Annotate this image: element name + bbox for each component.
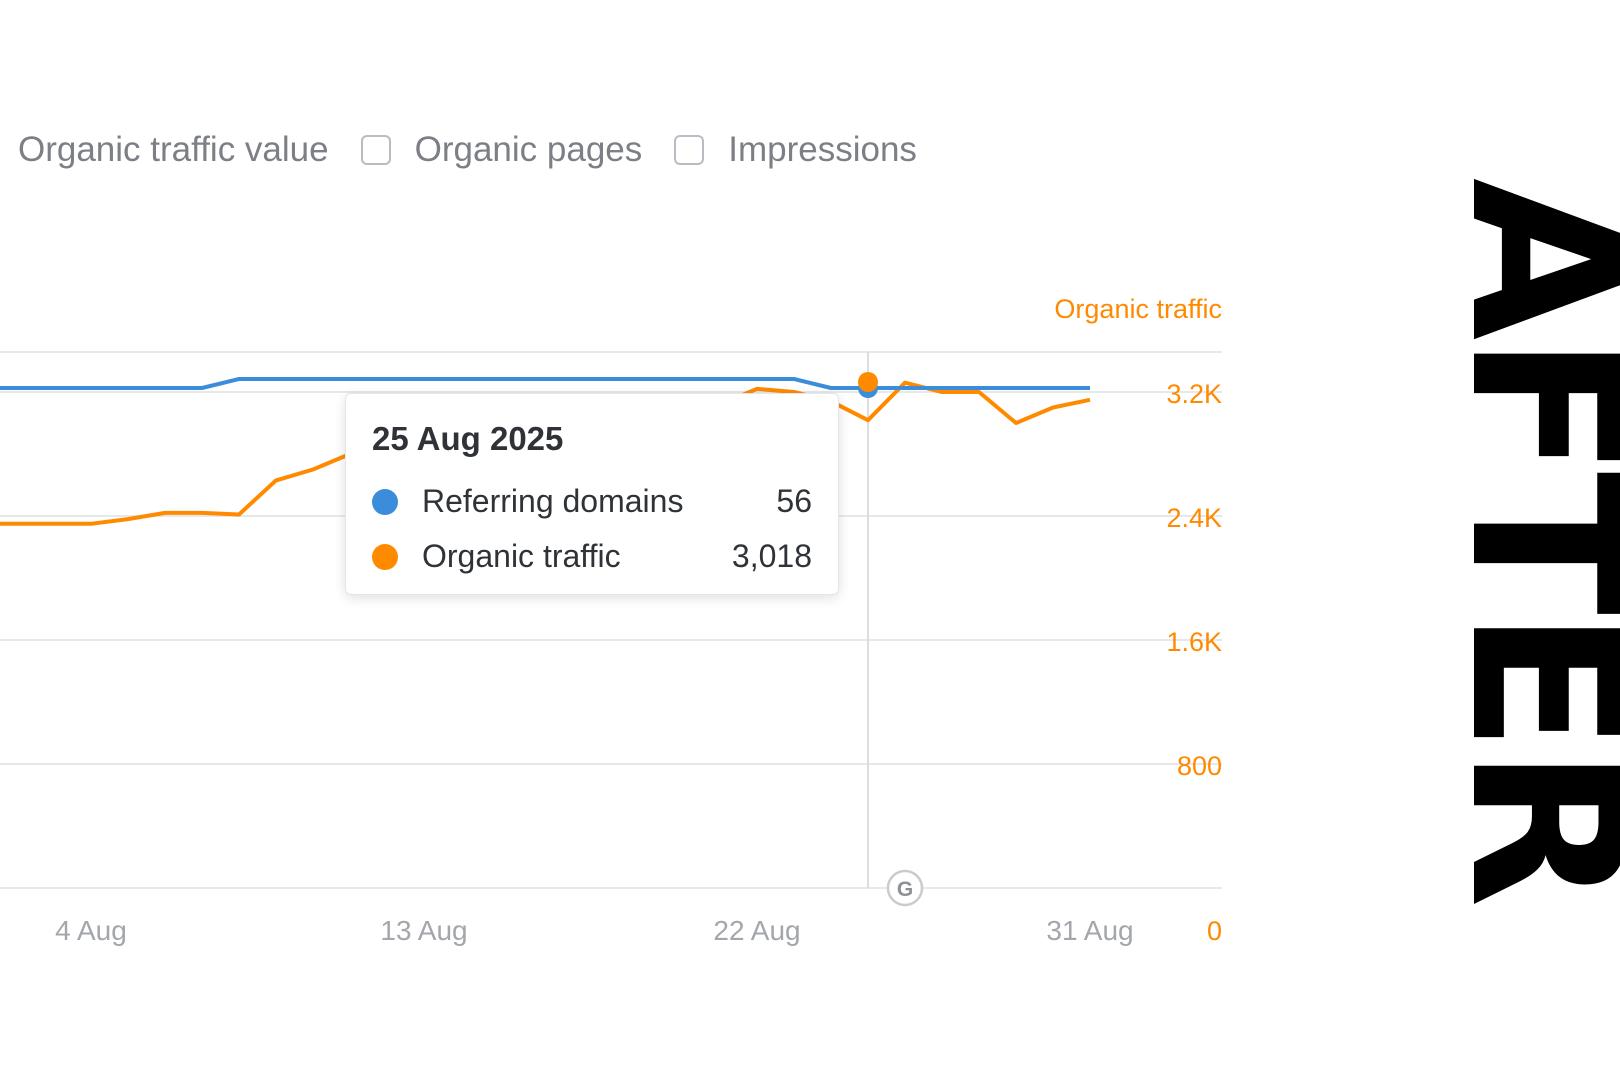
- organic-pages-checkbox[interactable]: [360, 135, 391, 165]
- y-tick-label: 800: [1177, 751, 1222, 781]
- chart-tooltip: 25 Aug 2025 Referring domains 56 Organic…: [345, 393, 839, 595]
- y-tick-label: 1.6K: [1166, 627, 1222, 657]
- metric-toggles: Organic traffic value Organic pages Impr…: [18, 126, 917, 174]
- y-tick-label: 0: [1207, 916, 1222, 946]
- tooltip-label: Referring domains: [422, 483, 684, 519]
- impressions-checkbox[interactable]: [674, 135, 705, 165]
- toggle-impressions[interactable]: Impressions: [674, 130, 917, 170]
- toggle-label: Organic traffic value: [18, 130, 329, 169]
- organic-traffic-dot: [372, 543, 398, 570]
- line-chart[interactable]: Organic traffic 0 800 1.6K 2.4K 3.2K 4 Aug 13 A…: [0, 0, 1240, 960]
- after-label: AFTER: [1424, 177, 1620, 903]
- tooltip-row-referring-domains: Referring domains 56: [372, 474, 812, 529]
- x-tick-label: 13 Aug: [380, 915, 467, 946]
- y-tick-label: 3.2K: [1166, 379, 1222, 409]
- x-tick-label: 4 Aug: [55, 915, 127, 946]
- right-axis-title: Organic traffic: [1054, 294, 1222, 324]
- referring-domains-dot: [372, 488, 398, 515]
- tooltip-value: 56: [776, 483, 812, 519]
- tooltip-label: Organic traffic: [422, 538, 621, 574]
- toggle-organic-traffic-value[interactable]: Organic traffic value: [18, 130, 329, 170]
- organic-traffic-point: [858, 372, 878, 392]
- google-update-label: G: [897, 878, 913, 901]
- x-tick-label: 22 Aug: [713, 915, 800, 946]
- toggle-label: Organic pages: [414, 130, 643, 169]
- x-tick-label: 31 Aug: [1046, 915, 1133, 946]
- tooltip-value: 3,018: [731, 538, 812, 574]
- toggle-label: Impressions: [728, 130, 917, 169]
- toggle-organic-pages[interactable]: Organic pages: [360, 130, 643, 170]
- google-update-icon: [886, 869, 924, 907]
- referring-domains-line: [0, 377, 1090, 390]
- tooltip-date: 25 Aug 2025: [372, 420, 564, 457]
- y-tick-label: 2.4K: [1166, 503, 1222, 533]
- tooltip-row-organic-traffic: Organic traffic 3,018: [372, 529, 812, 584]
